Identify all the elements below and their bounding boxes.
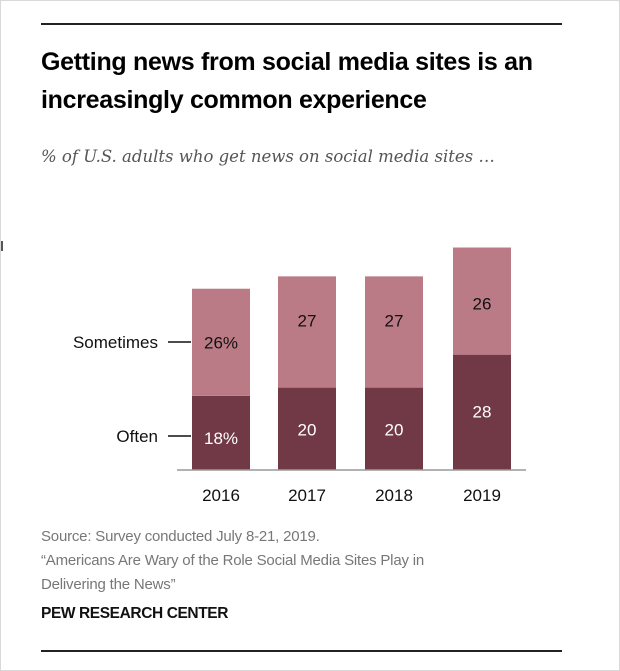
bar-often-2016 <box>192 395 250 470</box>
bar-often-2017 <box>278 387 336 470</box>
data-label-often-2017: 20 <box>298 421 317 440</box>
chart-subtitle: % of U.S. adults who get news on social … <box>41 147 495 166</box>
bar-sometimes-2016 <box>192 288 250 396</box>
brand-logo-text: PEW RESEARCH CENTER <box>41 605 229 622</box>
bar-sometimes-2019 <box>453 247 511 355</box>
report-title-line: “Americans Are Wary of the Role Social M… <box>41 552 424 569</box>
data-label-often-2016: 18% <box>204 429 238 448</box>
stacked-bar-chart: 18% 26% 2016 20 27 2017 20 27 2018 28 26 2019 Often S… <box>73 247 526 505</box>
top-rule <box>41 23 562 25</box>
x-tick-label-2016: 2016 <box>202 486 240 505</box>
source-line: Source: Survey conducted July 8-21, 2019… <box>41 528 320 545</box>
data-label-sometimes-2017: 27 <box>298 311 317 330</box>
x-tick-label-2018: 2018 <box>375 486 413 505</box>
data-label-often-2019: 28 <box>473 403 492 422</box>
bar-often-2019 <box>453 354 511 470</box>
data-label-sometimes-2019: 26 <box>473 295 492 314</box>
report-title-line: Delivering the News” <box>41 576 176 593</box>
bar-often-2018 <box>365 387 423 470</box>
bar-sometimes-2017 <box>278 276 336 388</box>
chart-title: Getting news from social media sites is … <box>41 48 533 114</box>
data-label-sometimes-2016: 26% <box>204 334 238 353</box>
bar-sometimes-2018 <box>365 276 423 388</box>
legend-label-often: Often <box>116 427 158 446</box>
edge-mark <box>1 241 3 251</box>
x-tick-label-2017: 2017 <box>288 486 326 505</box>
legend-label-sometimes: Sometimes <box>73 333 158 352</box>
data-label-often-2018: 20 <box>385 421 404 440</box>
x-tick-label-2019: 2019 <box>463 486 501 505</box>
data-label-sometimes-2018: 27 <box>385 311 404 330</box>
bottom-rule <box>41 650 562 652</box>
